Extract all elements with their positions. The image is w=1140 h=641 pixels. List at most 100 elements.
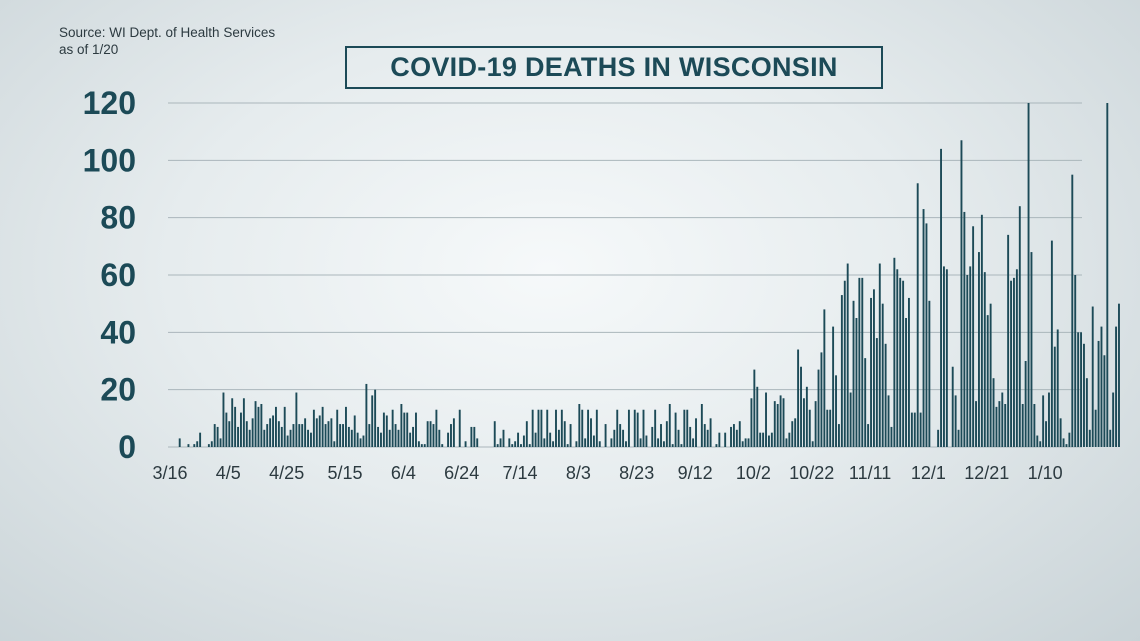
bar — [695, 418, 697, 447]
bar — [365, 383, 368, 447]
bar — [811, 441, 814, 447]
bar — [219, 438, 222, 447]
y-tick-label: 120 — [83, 85, 136, 121]
bar — [762, 432, 765, 447]
bar — [852, 300, 855, 447]
bar — [1045, 421, 1047, 447]
bar — [945, 269, 948, 447]
bar — [213, 424, 216, 447]
bar — [1085, 378, 1088, 447]
bar — [622, 429, 625, 447]
x-axis: 3/16 4/5 4/25 5/15 6/4 6/24 7/14 8/3 8/23 9/12 10/… — [152, 463, 1062, 483]
y-tick-label: 80 — [100, 200, 136, 236]
bar — [750, 398, 753, 447]
bar — [800, 366, 802, 447]
bar — [330, 418, 333, 447]
bar — [388, 429, 391, 447]
bar — [794, 418, 797, 447]
x-tick-label: 12/1 — [911, 463, 946, 483]
bar — [1071, 174, 1074, 448]
bar — [966, 275, 969, 447]
bar — [345, 406, 347, 447]
bar — [493, 421, 496, 447]
bar — [855, 318, 858, 447]
bar — [808, 409, 811, 447]
bar — [1103, 355, 1106, 447]
bar — [881, 303, 884, 447]
bar — [426, 421, 429, 447]
bar — [531, 409, 534, 447]
bar — [639, 438, 642, 447]
bar — [680, 444, 683, 447]
bar — [625, 441, 627, 447]
bar — [377, 426, 380, 447]
bar — [382, 412, 385, 447]
bar — [925, 223, 928, 447]
bar — [312, 409, 315, 447]
bar — [371, 395, 374, 447]
bar — [613, 429, 616, 447]
bar — [1080, 332, 1082, 447]
bar — [700, 404, 703, 447]
bar — [706, 429, 709, 447]
bar — [286, 435, 289, 447]
bar — [823, 309, 826, 447]
bar — [843, 280, 846, 447]
bar — [336, 409, 339, 447]
bar — [298, 424, 301, 447]
as-of-line: as of 1/20 — [59, 42, 119, 57]
bar — [741, 441, 744, 447]
bar — [1039, 441, 1042, 447]
bar — [867, 424, 870, 447]
bar — [362, 435, 365, 447]
bar — [788, 432, 791, 447]
bar — [304, 418, 307, 447]
bar — [767, 435, 770, 447]
bar — [864, 358, 867, 447]
bar — [756, 386, 759, 447]
bars — [178, 103, 1120, 448]
x-tick-label: 8/23 — [619, 463, 654, 483]
bar — [840, 295, 843, 447]
bar — [654, 409, 657, 447]
bar — [633, 409, 636, 447]
bar — [502, 429, 505, 447]
bar — [910, 412, 913, 447]
y-tick-label: 60 — [100, 257, 136, 293]
bar — [1062, 438, 1065, 447]
bar — [566, 444, 569, 447]
bar — [835, 375, 837, 447]
bar — [875, 338, 878, 447]
bar — [604, 424, 607, 447]
bar — [476, 438, 479, 447]
bar — [295, 392, 298, 447]
bar — [415, 412, 417, 447]
bar — [1010, 280, 1012, 447]
bar — [785, 438, 788, 447]
bar — [689, 426, 692, 447]
bar — [957, 429, 960, 447]
bar — [595, 409, 598, 447]
x-tick-label: 6/24 — [444, 463, 479, 483]
bar — [283, 406, 286, 447]
y-tick-label: 0 — [118, 429, 136, 465]
bar — [782, 398, 785, 447]
bar — [616, 409, 619, 447]
x-tick-label: 4/25 — [269, 463, 304, 483]
bar — [651, 426, 654, 447]
bar — [873, 289, 875, 447]
bar — [899, 277, 902, 447]
bar — [940, 148, 942, 447]
bar — [257, 406, 260, 447]
bar — [557, 429, 560, 447]
bar — [272, 415, 274, 447]
source-note: Source: WI Dept. of Health Services as o… — [59, 24, 275, 58]
bar — [225, 412, 228, 447]
bar — [289, 429, 292, 447]
bar — [280, 426, 283, 447]
bar — [986, 315, 989, 447]
x-tick-label: 9/12 — [678, 463, 713, 483]
bar — [657, 438, 660, 447]
bar — [187, 444, 190, 447]
bar — [228, 421, 231, 447]
